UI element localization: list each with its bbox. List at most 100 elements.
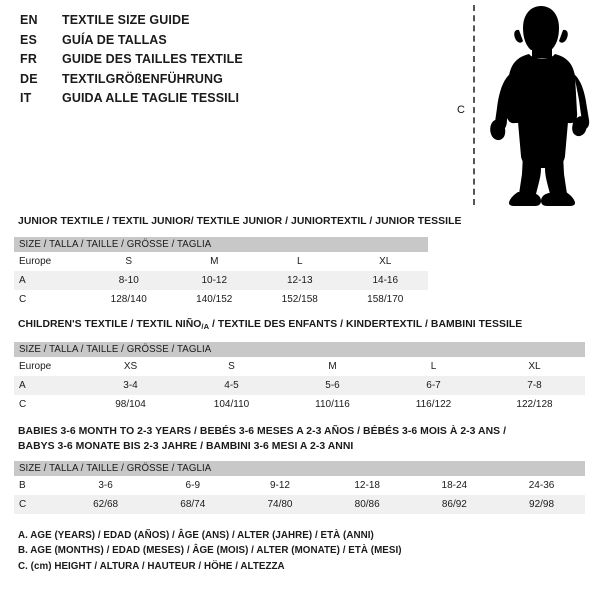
height-marker-label: C <box>457 104 465 116</box>
cell: 62/68 <box>62 495 150 514</box>
cell: 74/80 <box>236 495 324 514</box>
cell: 9-12 <box>269 480 290 491</box>
cell: 12-18 <box>354 480 380 491</box>
section-title-children-subscript: /A <box>201 322 210 331</box>
legend-line-c: C. (cm) HEIGHT / ALTURA / HAUTEUR / HÖHE… <box>18 560 285 572</box>
table-row: C 62/68 68/74 74/80 80/86 86/92 92/98 <box>14 495 586 514</box>
row-label: B <box>19 480 26 491</box>
row-label: A <box>14 375 80 395</box>
cell: S <box>125 255 133 267</box>
table-row: Europe XS S M L XL <box>14 357 585 376</box>
size-table-junior: SIZE / TALLA / TAILLE / GRÖSSE / TAGLIA … <box>14 236 428 309</box>
language-title: GUIDA ALLE TAGLIE TESSILI <box>62 91 240 105</box>
row-label: Europe <box>19 360 52 372</box>
language-title: TEXTILE SIZE GUIDE <box>62 13 190 27</box>
language-row-fr: FR GUIDE DES TAILLES TEXTILE <box>20 52 420 72</box>
table-row: B 3-6 6-9 9-12 12-18 18-24 24-36 <box>14 476 585 495</box>
cell: XS <box>123 360 138 372</box>
cell: 152/158 <box>281 293 318 305</box>
table-row: C 98/104 104/110 110/116 116/122 122/128 <box>14 395 585 414</box>
language-row-es: ES GUÍA DE TALLAS <box>20 33 420 53</box>
section-title-junior: JUNIOR TEXTILE / TEXTIL JUNIOR/ TEXTILE … <box>18 216 462 227</box>
cell: 14-16 <box>342 270 428 290</box>
child-silhouette-icon <box>490 6 590 206</box>
language-code: IT <box>20 91 32 105</box>
cell: 4-5 <box>181 375 282 395</box>
language-title: GUÍA DE TALLAS <box>62 32 167 47</box>
cell: 128/140 <box>110 293 147 305</box>
cell: 3-6 <box>98 480 113 491</box>
cell: S <box>228 360 235 372</box>
section-babies-textile: BABIES 3-6 MONTH TO 2-3 YEARS / BEBÉS 3-… <box>0 425 600 514</box>
height-measure-dashed-line <box>473 5 475 205</box>
language-code: ES <box>20 32 38 47</box>
section-childrens-textile: CHILDREN'S TEXTILE / TEXTIL NIÑO/A / TEX… <box>0 318 600 414</box>
size-table-babies: SIZE / TALLA / TAILLE / GRÖSSE / TAGLIA … <box>14 461 586 514</box>
measurement-legend: A. AGE (YEARS) / EDAD (AÑOS) / ÂGE (ANS)… <box>18 528 578 574</box>
table-band-header: SIZE / TALLA / TAILLE / GRÖSSE / TAGLIA <box>14 236 428 252</box>
row-label: C <box>19 293 27 305</box>
cell: 10-12 <box>171 270 257 290</box>
table-wrap-babies: SIZE / TALLA / TAILLE / GRÖSSE / TAGLIA … <box>0 461 600 514</box>
cell: 122/128 <box>516 398 553 410</box>
cell: XL <box>379 255 392 267</box>
cell: 98/104 <box>115 398 146 410</box>
section-title-babies-line1: BABIES 3-6 MONTH TO 2-3 YEARS / BEBÉS 3-… <box>18 426 507 437</box>
cell: M <box>210 255 219 267</box>
cell: 92/98 <box>497 495 586 514</box>
cell: 5-6 <box>282 375 383 395</box>
language-row-de: DE TEXTILGRÖßENFÜHRUNG <box>20 72 420 92</box>
cell: 7-8 <box>484 375 585 395</box>
band-label: SIZE / TALLA / TAILLE / GRÖSSE / TAGLIA <box>14 341 585 357</box>
legend-line-a: A. AGE (YEARS) / EDAD (AÑOS) / ÂGE (ANS)… <box>18 530 374 541</box>
cell: 158/170 <box>367 293 404 305</box>
cell: 18-24 <box>441 480 468 491</box>
language-row-en: EN TEXTILE SIZE GUIDE <box>20 13 420 33</box>
cell: 104/110 <box>213 398 250 410</box>
cell: 24-36 <box>528 480 555 491</box>
table-wrap-junior: SIZE / TALLA / TAILLE / GRÖSSE / TAGLIA … <box>0 236 600 309</box>
language-code: DE <box>20 71 38 86</box>
section-junior-textile: JUNIOR TEXTILE / TEXTIL JUNIOR/ TEXTILE … <box>0 215 600 309</box>
row-label: Europe <box>19 255 52 267</box>
section-title-children-part2: / TEXTILE DES ENFANTS / KINDERTEXTIL / B… <box>209 319 523 330</box>
table-row: C 128/140 140/152 152/158 158/170 <box>14 290 428 309</box>
row-label: A <box>14 270 86 290</box>
table-band-header: SIZE / TALLA / TAILLE / GRÖSSE / TAGLIA <box>14 341 585 357</box>
cell: 68/74 <box>149 495 237 514</box>
band-label: SIZE / TALLA / TAILLE / GRÖSSE / TAGLIA <box>14 236 428 252</box>
language-row-it: IT GUIDA ALLE TAGLIE TESSILI <box>20 91 420 111</box>
cell: 86/92 <box>410 495 498 514</box>
language-code: EN <box>20 13 38 27</box>
cell: 3-4 <box>80 375 181 395</box>
table-row: A 8-10 10-12 12-13 14-16 <box>14 270 428 290</box>
cell: 12-13 <box>257 270 343 290</box>
cell: L <box>430 360 437 372</box>
language-title: GUIDE DES TAILLES TEXTILE <box>62 52 243 66</box>
cell: 116/122 <box>415 398 452 410</box>
cell: XL <box>528 360 541 372</box>
legend-line-b: B. AGE (MONTHS) / EDAD (MESES) / ÂGE (MO… <box>18 545 402 557</box>
cell: 140/152 <box>196 293 233 305</box>
language-code: FR <box>20 52 38 66</box>
cell: 6-9 <box>185 480 200 491</box>
row-label: C <box>19 398 27 410</box>
table-row: A 3-4 4-5 5-6 6-7 7-8 <box>14 375 585 395</box>
cell: M <box>328 360 337 372</box>
cell: 6-7 <box>383 375 484 395</box>
table-band-header: SIZE / TALLA / TAILLE / GRÖSSE / TAGLIA <box>14 461 586 476</box>
cell: 80/86 <box>323 495 411 514</box>
measurement-figure: C <box>440 0 600 210</box>
band-label: SIZE / TALLA / TAILLE / GRÖSSE / TAGLIA <box>14 461 586 476</box>
section-title-children: CHILDREN'S TEXTILE / TEXTIL NIÑO/A / TEX… <box>18 318 600 335</box>
table-wrap-children: SIZE / TALLA / TAILLE / GRÖSSE / TAGLIA … <box>0 341 600 414</box>
language-title-list: EN TEXTILE SIZE GUIDE ES GUÍA DE TALLAS … <box>20 13 420 111</box>
section-title-babies-line2: BABYS 3-6 MONATE BIS 2-3 JAHRE / BAMBINI… <box>18 440 354 452</box>
cell: 8-10 <box>86 270 172 290</box>
row-label: C <box>14 495 62 514</box>
size-table-children: SIZE / TALLA / TAILLE / GRÖSSE / TAGLIA … <box>14 341 585 414</box>
cell: L <box>296 255 303 267</box>
table-row: Europe S M L XL <box>14 252 428 271</box>
section-title-children-part1: CHILDREN'S TEXTILE / TEXTIL NIÑO <box>18 319 202 330</box>
language-title: TEXTILGRÖßENFÜHRUNG <box>62 71 223 86</box>
